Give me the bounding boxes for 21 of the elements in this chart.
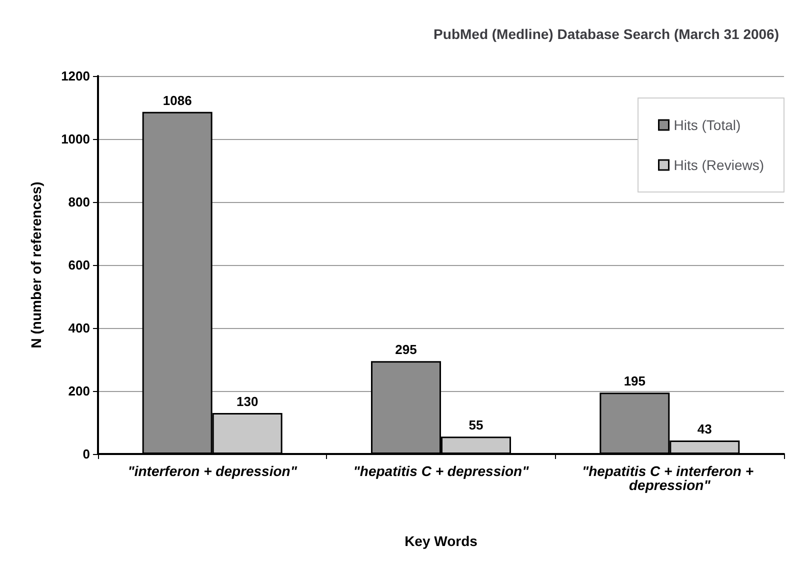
x-tick-label: "interferon + depression" [128,463,298,479]
x-axis-title: Key Words [404,533,478,549]
data-label: 55 [468,418,484,433]
y-tick-label: 1000 [61,132,90,146]
y-axis-title: N (number of references) [28,182,44,348]
y-tick-label: 0 [82,446,90,462]
x-tick-label: "hepatitis C + interferon + depression" [582,463,758,493]
data-label: 195 [624,374,646,389]
y-tick-label: 1200 [61,68,90,84]
data-label: 1086 [162,92,192,108]
y-tick-label: 800 [68,194,90,210]
data-label: 130 [236,394,258,410]
x-tick-label: "hepatitis C + depression" [353,463,530,479]
y-tick-label: 200 [68,384,90,398]
chart-title: PubMed (Medline) Database Search (March 31 2006) [434,26,780,42]
data-label: 295 [395,342,417,358]
y-tick-label: 600 [68,258,90,272]
data-label: 43 [697,421,712,436]
legend-label: Hits (Total) [674,117,741,133]
y-tick-label: 400 [68,320,90,336]
legend-label: Hits (Reviews) [674,157,764,173]
